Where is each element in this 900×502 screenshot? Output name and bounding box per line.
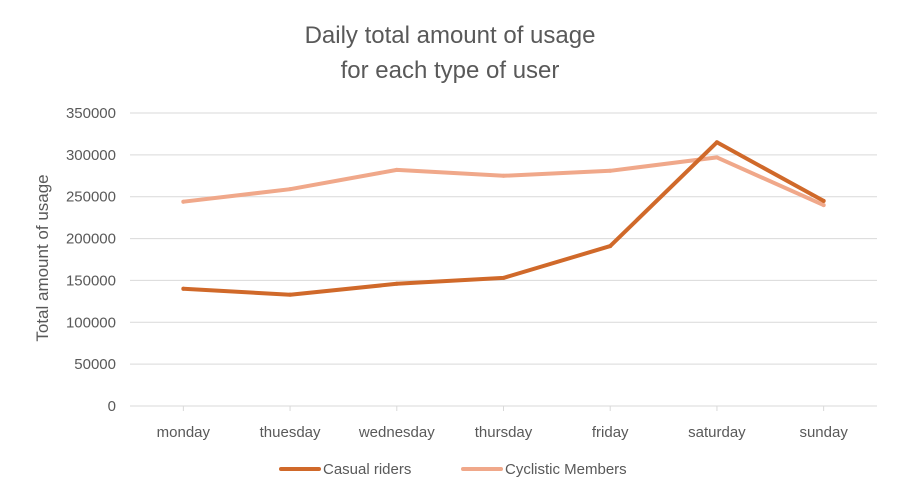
x-tick-label-saturday: saturday bbox=[688, 424, 746, 441]
x-tick-label-friday: friday bbox=[592, 424, 629, 441]
legend: Casual riders Cyclistic Members bbox=[279, 461, 627, 478]
series-line-casual-riders bbox=[181, 140, 826, 297]
y-tick-label: 50000 bbox=[74, 356, 116, 373]
chart-title-line-2: for each type of user bbox=[341, 57, 560, 84]
x-tick-label-sunday: sunday bbox=[799, 424, 848, 441]
x-tick-label-thuesday: thuesday bbox=[260, 424, 321, 441]
series-line-cyclistic-members bbox=[181, 155, 826, 208]
series-lines bbox=[181, 140, 826, 297]
data-point-casual-riders-thuesday bbox=[288, 292, 293, 297]
y-tick-label: 150000 bbox=[66, 272, 116, 289]
y-tick-label: 350000 bbox=[66, 105, 116, 122]
chart-title: Daily total amount of usage for each typ… bbox=[305, 22, 596, 84]
data-point-casual-riders-wednesday bbox=[394, 281, 399, 286]
data-point-casual-riders-sunday bbox=[821, 198, 826, 203]
data-point-casual-riders-saturday bbox=[714, 140, 719, 145]
y-tick-label: 100000 bbox=[66, 314, 116, 331]
y-axis-ticks: 0 50000 100000 150000 200000 250000 300000 3500… bbox=[66, 105, 116, 415]
x-axis-ticks: monday thuesday wednesday thursday friday sat… bbox=[157, 406, 848, 441]
data-point-cyclistic-members-sunday bbox=[821, 203, 826, 208]
data-point-cyclistic-members-saturday bbox=[714, 155, 719, 160]
data-point-casual-riders-friday bbox=[608, 244, 613, 249]
x-tick-label-monday: monday bbox=[157, 424, 211, 441]
data-point-cyclistic-members-monday bbox=[181, 199, 186, 204]
data-point-cyclistic-members-thursday bbox=[501, 173, 506, 178]
chart-title-line-1: Daily total amount of usage bbox=[305, 22, 596, 49]
legend-label-casual-riders: Casual riders bbox=[323, 461, 411, 478]
y-tick-label: 200000 bbox=[66, 231, 116, 248]
x-tick-label-thursday: thursday bbox=[475, 424, 533, 441]
data-point-casual-riders-monday bbox=[181, 286, 186, 291]
x-tick-label-wednesday: wednesday bbox=[358, 424, 435, 441]
data-point-cyclistic-members-thuesday bbox=[288, 187, 293, 192]
data-point-casual-riders-thursday bbox=[501, 275, 506, 280]
legend-label-cyclistic-members: Cyclistic Members bbox=[505, 461, 627, 478]
y-tick-label: 0 bbox=[108, 398, 116, 415]
data-point-cyclistic-members-friday bbox=[608, 168, 613, 173]
y-axis-label: Total amount of usage bbox=[33, 174, 52, 341]
gridlines bbox=[130, 112, 877, 407]
data-point-cyclistic-members-wednesday bbox=[394, 167, 399, 172]
y-tick-label: 300000 bbox=[66, 147, 116, 164]
y-tick-label: 250000 bbox=[66, 189, 116, 206]
